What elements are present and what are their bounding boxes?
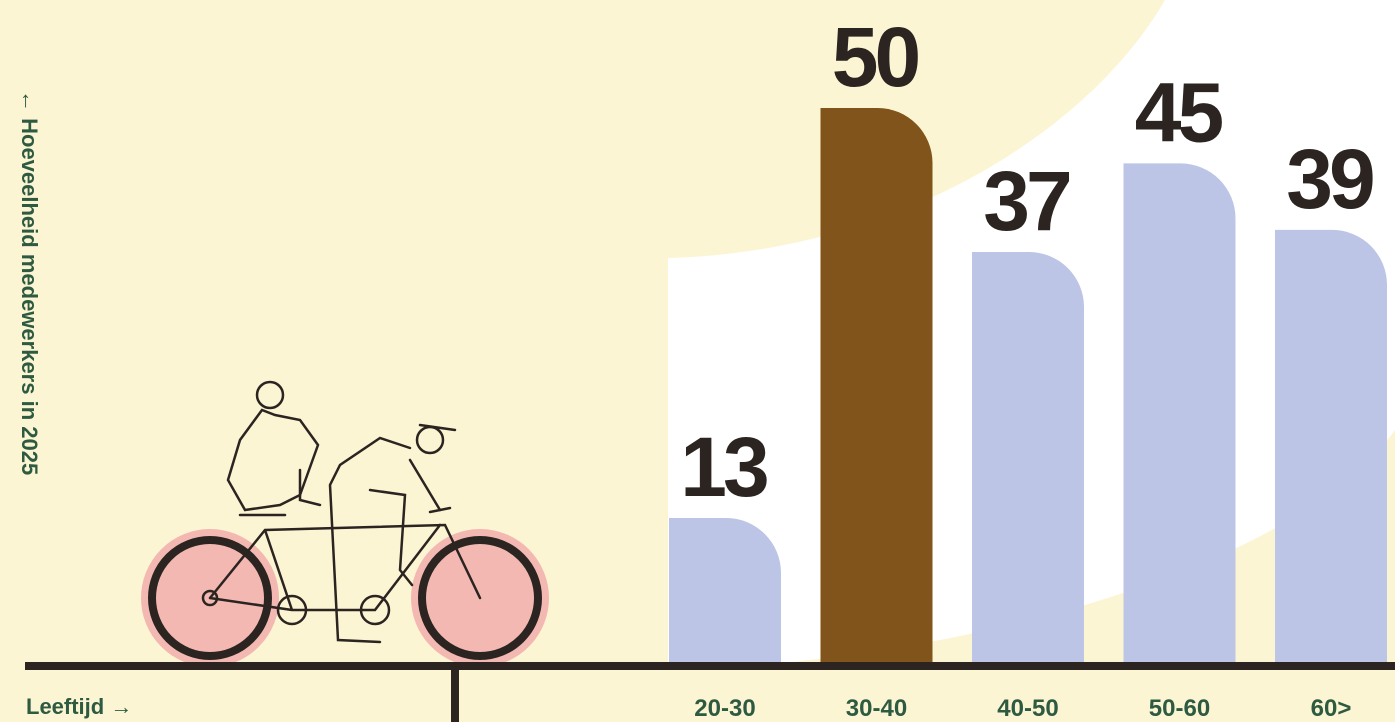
value-label: 50 (832, 10, 919, 104)
value-label: 37 (983, 154, 1070, 248)
value-label: 45 (1135, 65, 1223, 159)
bar (1123, 163, 1236, 662)
value-label: 39 (1286, 132, 1373, 226)
bar (820, 108, 933, 662)
x-tick-label: 50-60 (1149, 695, 1210, 722)
x-tick-label: 40-50 (997, 695, 1058, 722)
bar (972, 252, 1084, 663)
x-tick-label: 60> (1311, 695, 1352, 722)
x-axis-label: Leeftijd → (26, 694, 132, 719)
x-tick-label: 20-30 (694, 695, 755, 722)
value-label: 13 (680, 420, 767, 514)
y-axis-label: ← Hoeveelheid medewerkers in 2025 (17, 90, 42, 475)
bar (1275, 229, 1387, 662)
x-tick-label: 30-40 (846, 695, 907, 722)
bar (669, 517, 781, 662)
illustration (141, 380, 549, 667)
